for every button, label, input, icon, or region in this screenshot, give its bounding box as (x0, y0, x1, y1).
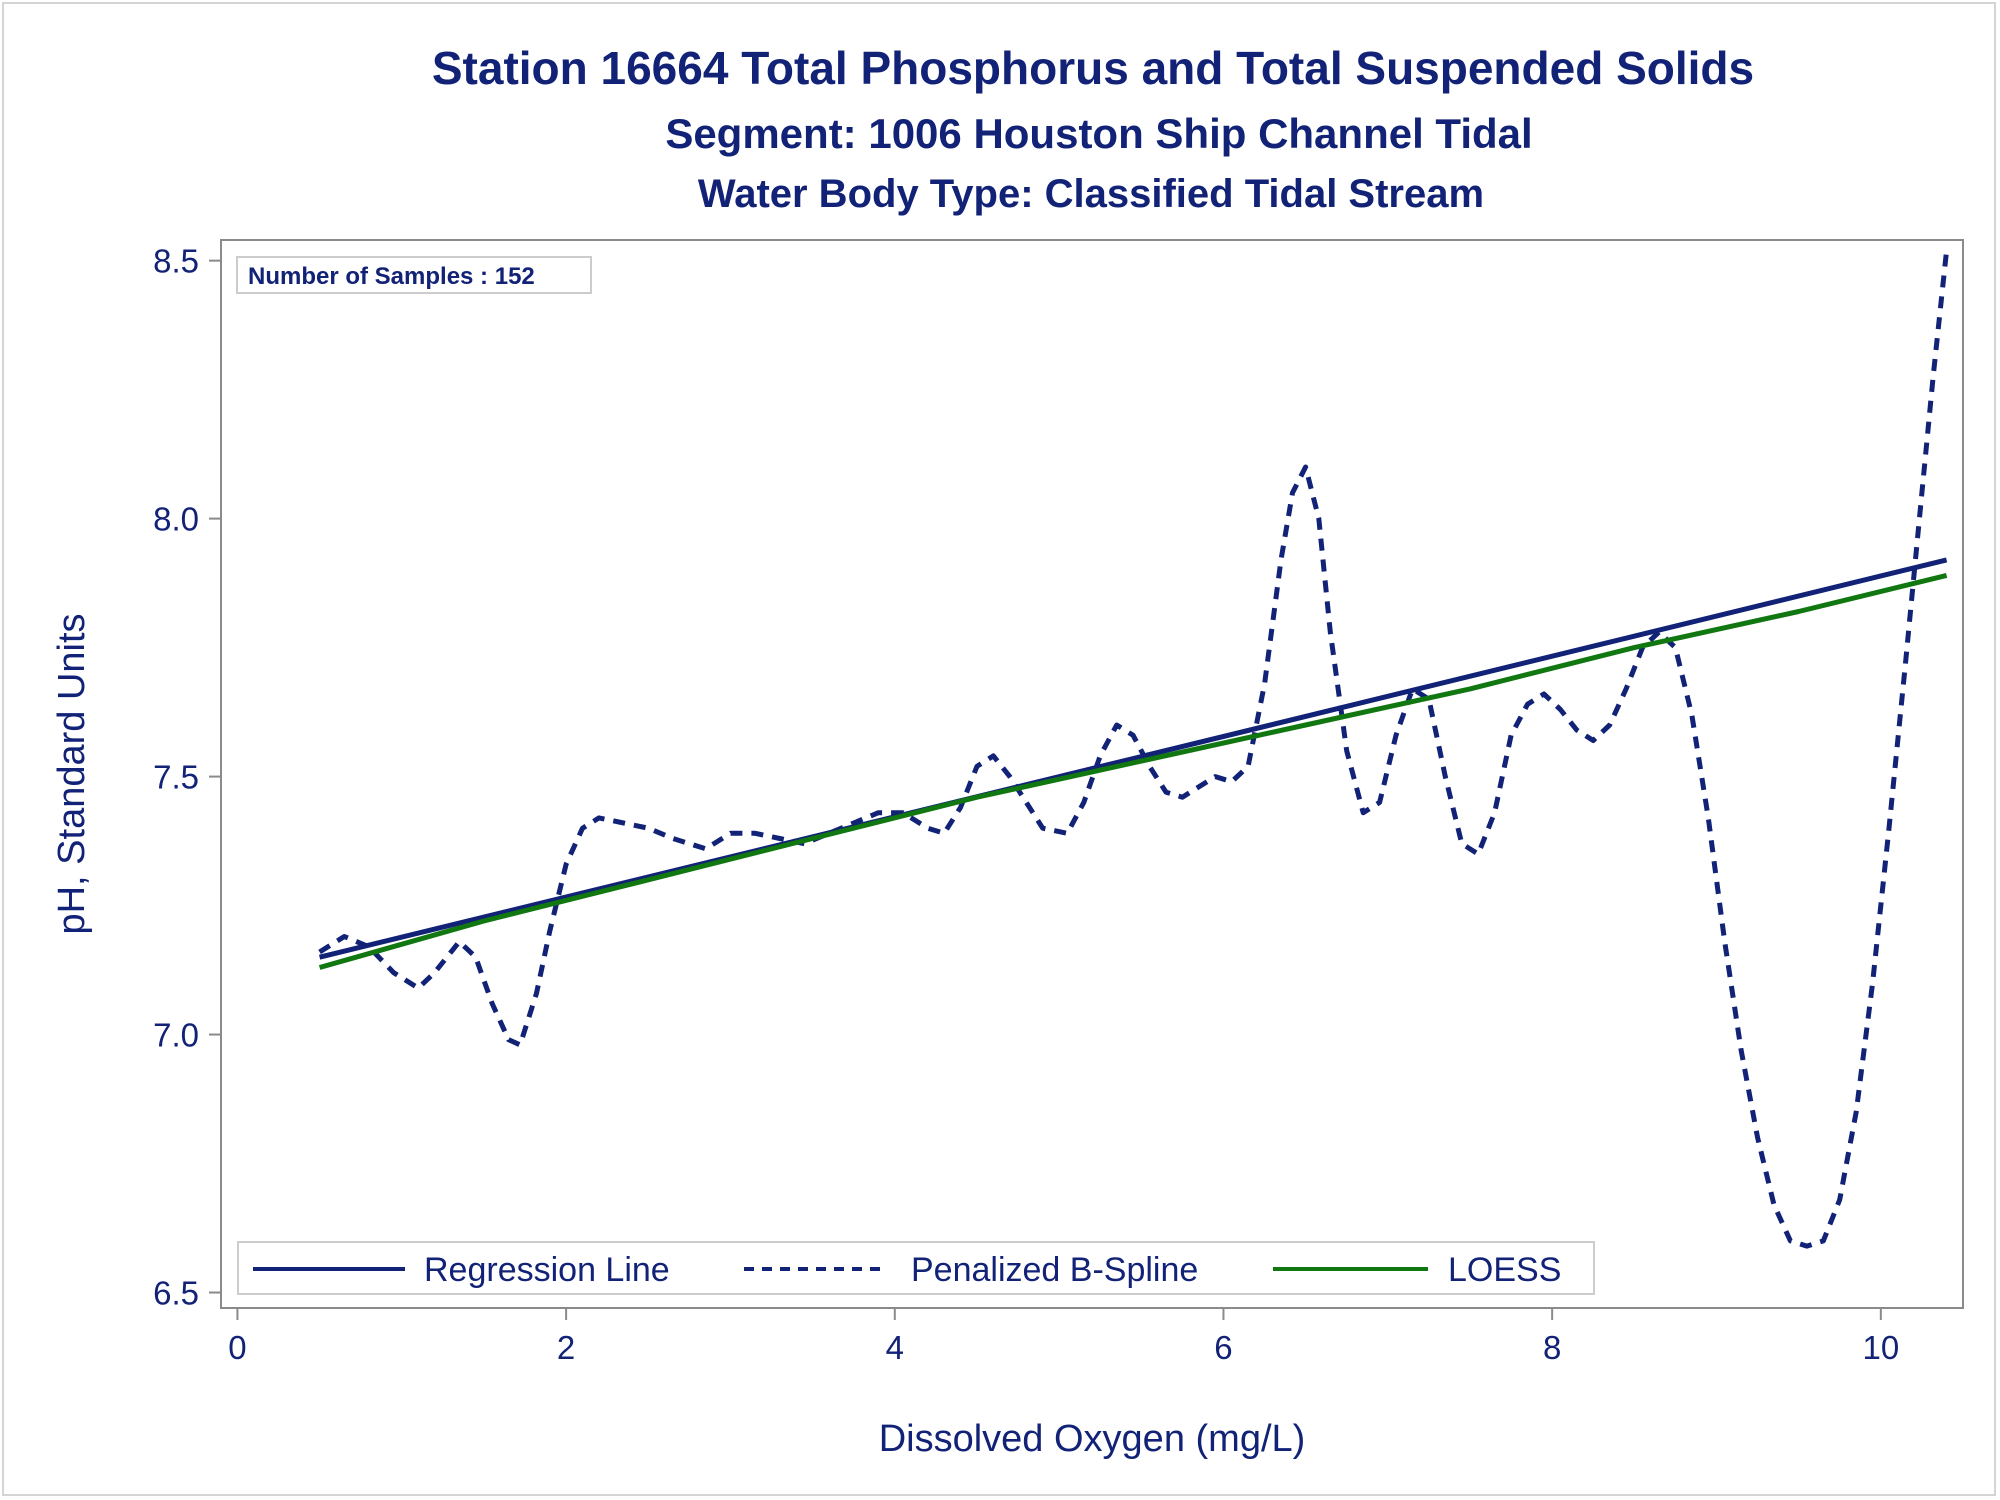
y-tick-label: 6.5 (153, 1275, 199, 1312)
legend-label-spline: Penalized B-Spline (911, 1251, 1198, 1289)
x-tick-label: 8 (1543, 1329, 1561, 1366)
x-tick-label: 0 (228, 1329, 246, 1366)
chart-title: Station 16664 Total Phosphorus and Total… (432, 42, 1754, 94)
x-tick-label: 6 (1214, 1329, 1232, 1366)
x-tick-label: 10 (1862, 1329, 1899, 1366)
chart-subtitle-2: Water Body Type: Classified Tidal Stream (698, 172, 1484, 216)
regression-line (319, 557, 1948, 960)
y-tick-label: 8.5 (153, 243, 199, 280)
legend-label-regression: Regression Line (424, 1251, 670, 1289)
loess-line (318, 572, 1948, 970)
axes: 0 2 4 6 8 10 6.5 7.0 7.5 8.0 8.5 (153, 243, 1899, 1366)
y-tick-label: 8.0 (153, 501, 199, 538)
penalized-b-spline-line (318, 250, 1950, 1249)
series-layer (318, 250, 1950, 1249)
legend-label-loess: LOESS (1448, 1251, 1561, 1289)
chart-subtitle: Segment: 1006 Houston Ship Channel Tidal (665, 110, 1532, 157)
sample-count-label: Number of Samples : 152 (248, 263, 535, 290)
x-tick-label: 4 (886, 1329, 904, 1366)
sample-count-box (236, 256, 592, 294)
y-axis-label: pH, Standard Units (51, 613, 93, 934)
y-tick-label: 7.0 (153, 1017, 199, 1054)
y-tick-label: 7.5 (153, 759, 199, 796)
x-axis-label: Dissolved Oxygen (mg/L) (879, 1418, 1306, 1460)
x-tick-label: 2 (557, 1329, 575, 1366)
plot-area (220, 239, 1964, 1309)
legend: Regression Line Penalized B-Spline LOESS (237, 1241, 1595, 1295)
